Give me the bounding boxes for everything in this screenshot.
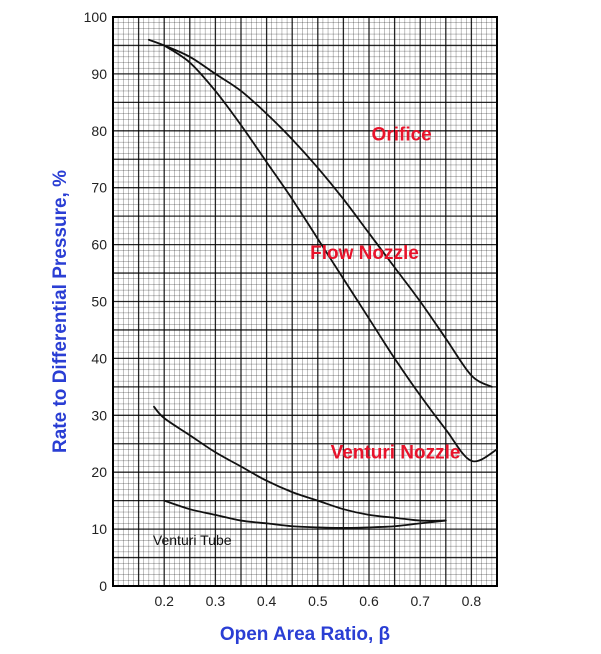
- venturi-nozzle-label: Venturi Nozzle: [331, 443, 461, 464]
- venturi-nozzle-curve: [153, 405, 447, 522]
- flow-nozzle-curve: [163, 44, 498, 463]
- y-tick-label: 20: [91, 464, 107, 480]
- x-tick-label: 0.4: [257, 593, 277, 609]
- x-tick-label: 0.8: [462, 593, 482, 609]
- y-tick-label: 50: [91, 294, 107, 310]
- y-tick-label: 80: [91, 123, 107, 139]
- x-tick-label: 0.2: [154, 593, 174, 609]
- venturi-tube-curve: [163, 499, 447, 529]
- flow-nozzle-label: Flow Nozzle: [310, 243, 419, 264]
- y-tick-label: 0: [99, 578, 107, 594]
- series-lines: [147, 38, 498, 529]
- y-tick-label: 100: [84, 9, 108, 25]
- x-tick-label: 0.3: [206, 593, 226, 609]
- y-tick-label: 90: [91, 66, 107, 82]
- y-tick-label: 10: [91, 521, 107, 537]
- x-axis-title: Open Area Ratio, β: [220, 624, 390, 645]
- y-tick-label: 40: [91, 350, 107, 366]
- plot-frame: [112, 16, 498, 587]
- y-axis-title: Rate to Differential Pressure, %: [50, 170, 71, 453]
- orifice-label: Orifice: [372, 124, 432, 145]
- x-tick-label: 0.6: [359, 593, 379, 609]
- x-tick-labels: 0.2 0.3 0.4 0.5 0.6 0.7 0.8: [154, 593, 481, 609]
- y-tick-label: 70: [91, 180, 107, 196]
- chart-grid: [112, 16, 498, 587]
- y-tick-label: 60: [91, 237, 107, 253]
- venturi-tube-label: Venturi Tube: [153, 532, 232, 548]
- x-tick-label: 0.7: [410, 593, 430, 609]
- orifice-curve: [147, 38, 493, 388]
- x-tick-label: 0.5: [308, 593, 328, 609]
- y-tick-labels: 0 10 20 30 40 50 60 70 80 90 100: [84, 9, 108, 594]
- y-tick-label: 30: [91, 407, 107, 423]
